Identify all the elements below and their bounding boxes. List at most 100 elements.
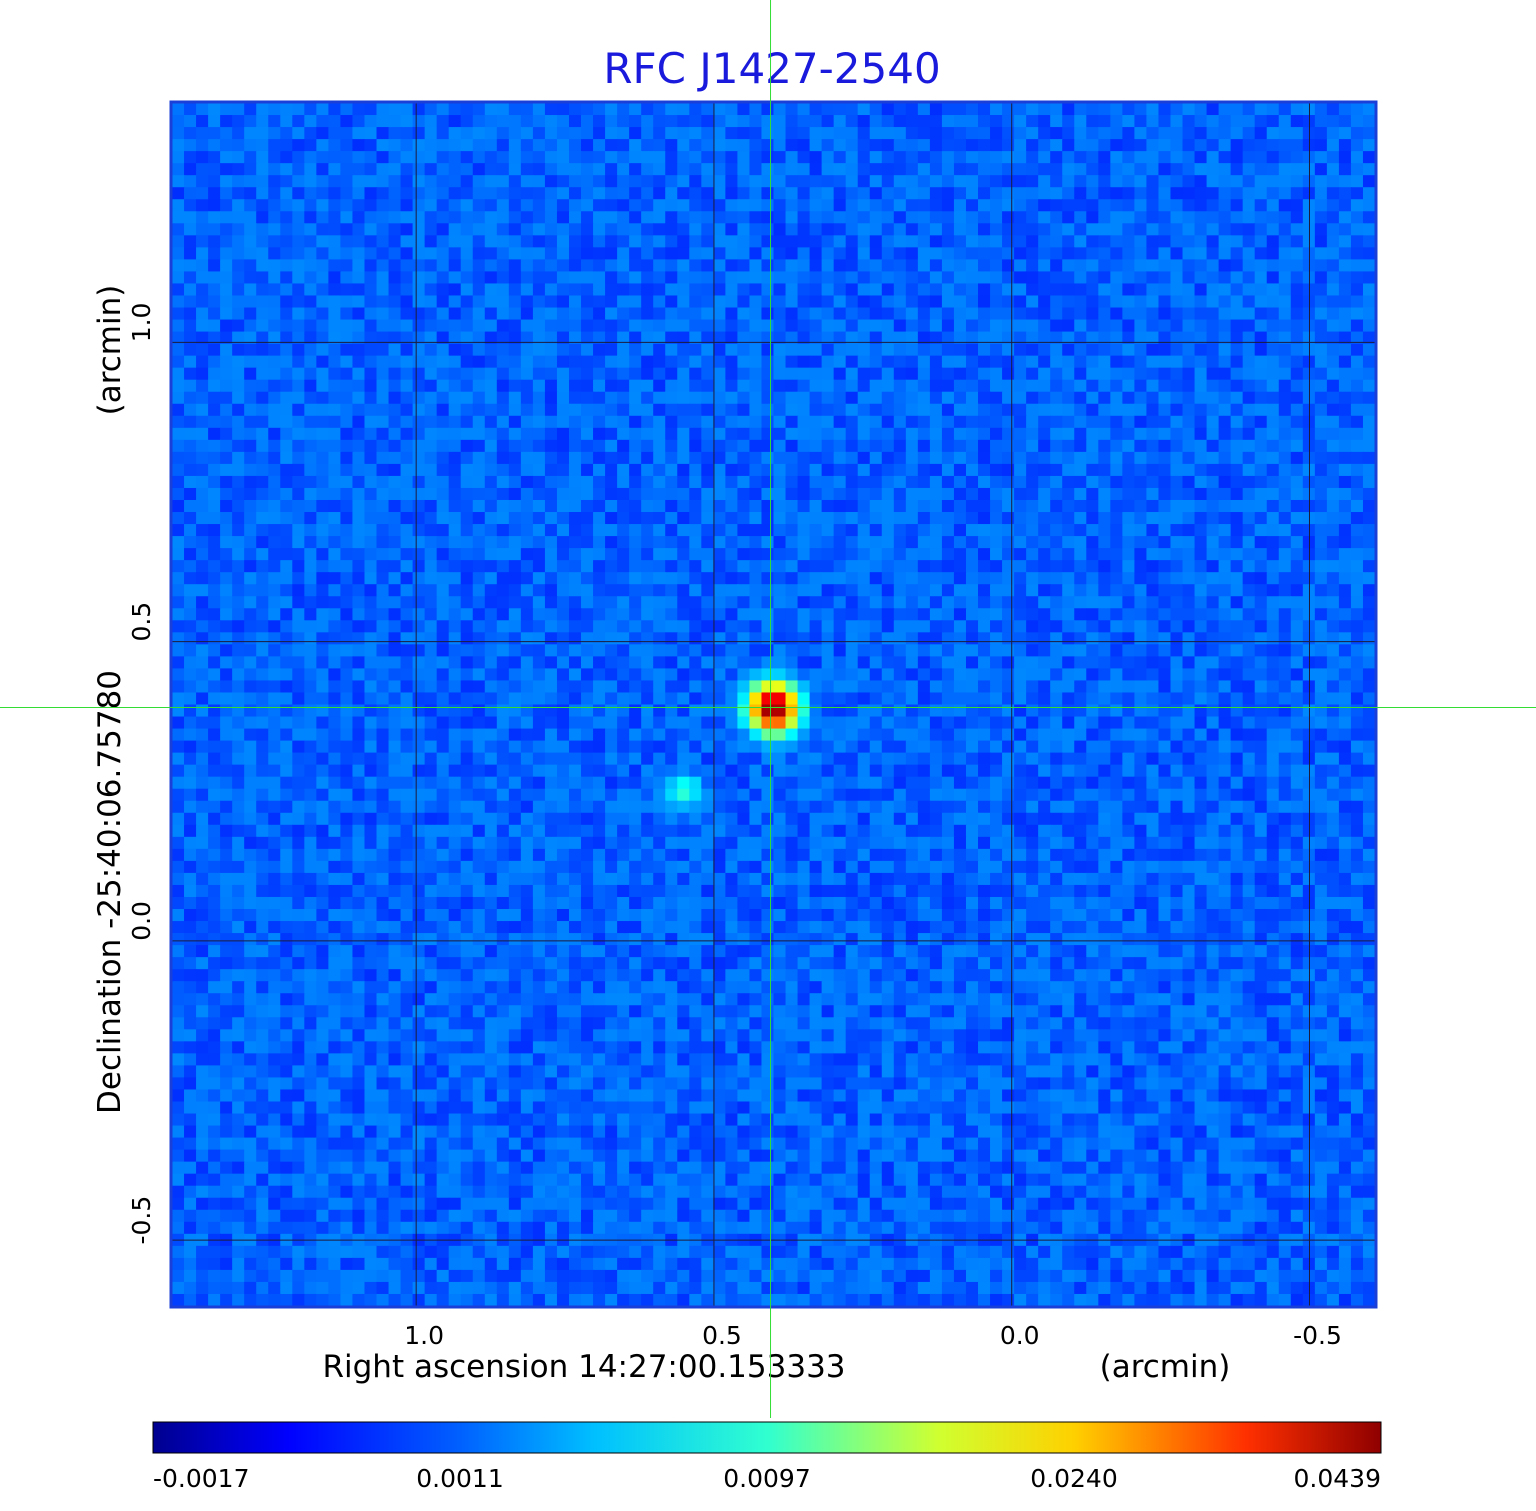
image-pixel [761,115,775,128]
image-pixel [1062,247,1075,260]
image-pixel [1254,680,1268,694]
image-pixel [1038,175,1051,188]
image-pixel [593,656,606,670]
image-pixel [978,487,991,501]
image-pixel [641,187,654,200]
image-pixel [1242,247,1256,260]
image-pixel [520,403,534,417]
image-pixel [316,235,329,248]
image-pixel [713,499,726,513]
image-pixel [1194,524,1208,537]
image-pixel [556,620,570,633]
image-pixel [196,151,209,164]
image-pixel [869,127,883,140]
image-pixel [701,331,714,345]
image-pixel [220,487,233,501]
image-pixel [641,343,654,357]
image-pixel [677,584,690,597]
image-pixel [929,512,943,525]
image-pixel [689,451,702,465]
image-pixel [244,175,257,188]
image-pixel [1242,499,1256,513]
image-pixel [1002,403,1015,417]
image-pixel [797,536,811,549]
image-pixel [1218,187,1232,200]
image-pixel [304,151,317,164]
image-pixel [857,235,871,248]
image-pixel [737,584,751,597]
image-pixel [641,560,654,573]
image-pixel [172,283,185,297]
image-pixel [1026,463,1039,477]
image-pixel [352,427,366,441]
image-pixel [605,656,618,670]
image-pixel [1314,620,1328,633]
image-pixel [1098,247,1111,260]
image-pixel [472,463,486,477]
image-pixel [593,560,606,573]
image-pixel [448,283,462,297]
image-pixel [1014,115,1027,128]
image-pixel [917,391,931,405]
image-pixel [556,475,570,489]
image-pixel [1194,139,1208,152]
image-pixel [1014,187,1027,200]
image-pixel [268,115,281,128]
image-pixel [1362,524,1375,537]
image-pixel [990,391,1003,405]
image-pixel [556,656,570,670]
image-pixel [436,355,450,369]
image-pixel [1074,127,1087,140]
image-pixel [1050,572,1063,585]
image-pixel [1146,103,1160,116]
image-pixel [689,584,702,597]
image-pixel [1194,367,1208,381]
image-pixel [978,572,991,585]
image-pixel [833,524,847,537]
image-pixel [568,415,582,429]
image-pixel [292,403,305,417]
image-pixel [593,608,606,621]
image-pixel [701,187,714,200]
image-pixel [965,199,979,212]
image-pixel [857,512,871,525]
image-pixel [1074,115,1087,128]
image-pixel [665,439,678,453]
image-pixel [1254,499,1268,513]
image-pixel [268,608,281,621]
image-pixel [1146,668,1160,682]
image-pixel [965,139,979,152]
image-pixel [208,608,221,621]
image-pixel [172,536,185,549]
image-pixel [929,608,943,621]
image-pixel [773,463,787,477]
image-pixel [244,548,257,561]
image-pixel [581,283,594,297]
image-pixel [256,247,269,260]
image-pixel [196,692,209,706]
image-pixel [304,524,317,537]
image-pixel [1206,235,1220,248]
image-pixel [785,319,799,333]
image-pixel [1074,548,1087,561]
image-pixel [1182,115,1196,128]
image-pixel [208,367,221,381]
image-pixel [929,536,943,549]
image-pixel [593,295,606,309]
image-pixel [1278,560,1292,573]
image-pixel [220,475,233,489]
image-pixel [376,451,390,465]
image-pixel [304,247,317,260]
image-pixel [244,331,257,345]
image-pixel [220,235,233,248]
image-pixel [472,103,486,116]
image-pixel [556,596,570,609]
image-pixel [641,620,654,633]
image-pixel [532,403,546,417]
image-pixel [677,572,690,585]
image-pixel [328,391,342,405]
image-pixel [797,644,811,657]
image-pixel [364,692,378,706]
image-pixel [737,668,751,682]
image-pixel [376,692,390,706]
